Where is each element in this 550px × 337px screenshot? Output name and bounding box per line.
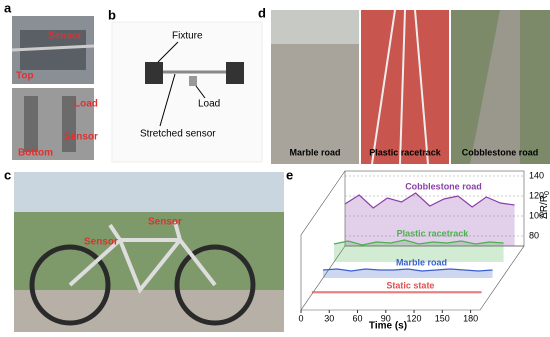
side-edge	[300, 170, 346, 310]
x-tick-label: 90	[381, 313, 391, 323]
y-axis-label: ΔR/R0	[539, 191, 550, 219]
floor	[300, 245, 525, 311]
fixture	[145, 62, 163, 84]
x-tick-label: 180	[463, 313, 478, 323]
annotation: Sensor	[48, 31, 82, 42]
fixture	[226, 62, 244, 84]
series-area	[334, 240, 504, 262]
photo-detail	[470, 10, 520, 164]
panel-label: e	[286, 167, 293, 182]
pointer	[195, 85, 206, 99]
x-tick-label: 120	[407, 313, 422, 323]
panel-label: c	[4, 167, 11, 182]
rod	[11, 44, 95, 52]
chart: 80 100 120 140 0 30 60 90 120 150 180 Cobblestone r…	[298, 170, 544, 323]
x-tick-label: 0	[298, 313, 303, 323]
x-axis-label: Time (s)	[369, 321, 407, 332]
sketch	[111, 21, 263, 163]
photo-detail	[24, 96, 38, 152]
pointer	[157, 41, 179, 63]
series-line	[333, 239, 504, 246]
wheel	[174, 244, 256, 326]
annotation: Sensor	[84, 237, 118, 248]
photo-ground	[14, 290, 284, 332]
y-tick-label: 80	[529, 230, 539, 240]
photo-detail	[62, 96, 76, 152]
load	[189, 76, 197, 86]
series-name: Cobblestone road	[405, 181, 482, 191]
caption: Plastic racetrack	[369, 147, 442, 157]
lane-lines	[371, 9, 429, 165]
panel-label: b	[108, 7, 116, 22]
annotation: Bottom	[18, 148, 53, 159]
annotation: Sensor	[148, 217, 182, 228]
series-area	[345, 193, 515, 246]
annotation: Fixture	[172, 31, 203, 42]
annotation: Sensor	[64, 132, 98, 143]
y-axis-label-sub: 0	[544, 191, 550, 195]
y-tick-label: 100	[529, 210, 544, 220]
series-name: Static state	[386, 280, 434, 290]
series-name: Plastic racetrack	[397, 228, 470, 238]
wheel	[29, 244, 111, 326]
caption: Cobblestone road	[462, 147, 539, 157]
y-tick-label: 140	[529, 170, 544, 180]
y-tick-label: 120	[529, 190, 544, 200]
x-tick-label: 30	[324, 313, 334, 323]
photo-detail	[271, 10, 359, 44]
panel-label: d	[258, 5, 266, 20]
photo-sky	[14, 172, 284, 212]
series-line	[344, 192, 515, 209]
x-tick-label: 150	[435, 313, 450, 323]
annotation: Load	[198, 99, 220, 110]
frame	[68, 221, 217, 294]
series-line	[322, 268, 493, 272]
annotation: Top	[16, 71, 34, 82]
y-axis-label-text: ΔR/R	[539, 195, 550, 219]
annotation: Stretched sensor	[140, 129, 216, 140]
caption: Marble road	[289, 147, 340, 157]
series-area	[323, 269, 493, 278]
pointer	[159, 73, 176, 127]
panel-label: a	[4, 0, 12, 15]
annotation: Load	[74, 99, 98, 110]
x-tick-label: 60	[353, 313, 363, 323]
series-name: Marble road	[396, 257, 447, 267]
